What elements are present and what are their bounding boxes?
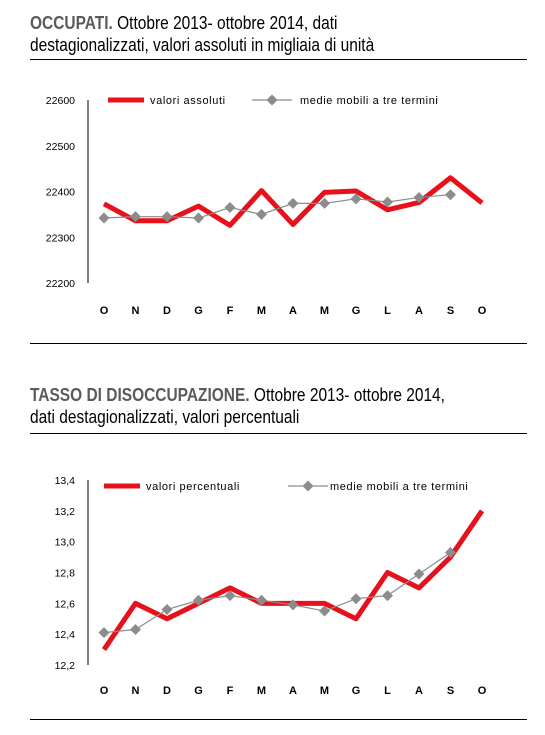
x-tick-label: O: [100, 685, 109, 697]
moving-average-point: [287, 197, 299, 209]
x-tick-label: M: [257, 685, 266, 697]
disoccupazione-line-chart: 13,4 13,2 13,0 12,8 12,6 12,4 12,2 O N D G F M A M G L A S…: [55, 475, 487, 697]
x-tick-label: M: [320, 305, 329, 317]
moving-average-point: [445, 189, 456, 201]
legend-label-moving-average: medie mobili a tre termini: [300, 95, 438, 107]
x-tick-label: M: [320, 685, 329, 697]
x-tick-label: L: [384, 685, 391, 697]
legend-marker-moving-average: [302, 480, 314, 492]
y-tick-label: 12,8: [55, 568, 76, 580]
moving-average-point: [445, 546, 456, 558]
occupati-line-chart: 22600 22500 22400 22300 22200 O N D G F M A M G L A S Ova…: [46, 94, 487, 317]
moving-average-point: [98, 212, 110, 224]
y-tick-label: 12,6: [55, 598, 76, 610]
y-tick-label: 22600: [46, 95, 75, 107]
chart-title-disoccupazione: TASSO DI DISOCCUPAZIONE. Ottobre 2013- o…: [30, 384, 451, 428]
x-tick-label: M: [257, 305, 266, 317]
moving-average-point: [130, 211, 141, 223]
divider-bottom: [30, 719, 527, 720]
y-tick-label: 13,2: [55, 506, 76, 518]
x-tick-label: G: [194, 685, 203, 697]
y-tick-label: 22500: [46, 141, 75, 153]
divider-top: [30, 59, 527, 60]
x-tick-label: S: [447, 305, 454, 317]
moving-average-point: [224, 590, 236, 602]
moving-average-point: [161, 211, 173, 223]
moving-average-point: [224, 202, 236, 214]
x-tick-label: F: [227, 305, 234, 317]
moving-average-point: [256, 208, 267, 220]
x-tick-label: A: [289, 305, 297, 317]
x-tick-label: S: [447, 685, 454, 697]
y-tick-label: 12,4: [55, 629, 76, 641]
moving-average-point: [413, 568, 425, 580]
moving-average-point: [413, 191, 425, 203]
title-lead: TASSO DI DISOCCUPAZIONE.: [30, 385, 250, 405]
y-tick-label: 22400: [46, 187, 75, 199]
moving-average-point: [256, 594, 267, 606]
moving-average-point: [193, 594, 204, 606]
legend-label-primary: valori assoluti: [150, 95, 226, 107]
x-tick-label: A: [415, 305, 423, 317]
y-tick-label: 12,2: [55, 660, 76, 672]
chart-title-occupati: OCCUPATI. Ottobre 2013- ottobre 2014, da…: [30, 12, 451, 56]
moving-average-point: [382, 196, 393, 208]
title-rest: Ottobre 2013- ottobre 2014, dati destagi…: [30, 13, 375, 55]
series-line-moving-average: [103, 551, 451, 634]
moving-average-point: [287, 599, 299, 611]
divider-second: [30, 433, 527, 434]
moving-average-point: [161, 604, 173, 615]
x-tick-label: A: [415, 685, 423, 697]
legend-label-primary: valori percentuali: [146, 481, 240, 493]
moving-average-point: [319, 605, 330, 617]
y-tick-label: 13,4: [55, 475, 76, 487]
moving-average-point: [350, 593, 362, 605]
x-tick-label: G: [194, 305, 203, 317]
series-line-primary: [101, 509, 485, 651]
x-tick-label: O: [100, 305, 109, 317]
x-tick-label: N: [132, 305, 140, 317]
moving-average-point: [350, 193, 362, 205]
legend-label-moving-average: medie mobili a tre termini: [330, 481, 468, 493]
legend-marker-moving-average: [266, 94, 278, 106]
moving-average-point: [193, 212, 204, 224]
x-tick-label: D: [163, 305, 171, 317]
divider-middle: [30, 343, 527, 344]
x-tick-label: L: [384, 305, 391, 317]
x-tick-label: F: [227, 685, 234, 697]
y-tick-label: 22300: [46, 232, 75, 244]
moving-average-point: [130, 624, 141, 636]
y-tick-label: 13,0: [55, 537, 76, 549]
x-tick-label: G: [352, 305, 361, 317]
x-tick-label: D: [163, 685, 171, 697]
moving-average-point: [319, 197, 330, 209]
x-tick-label: G: [352, 685, 361, 697]
x-tick-label: O: [478, 305, 487, 317]
y-tick-label: 22200: [46, 278, 75, 290]
title-rest: Ottobre 2013- ottobre 2014, dati destagi…: [30, 385, 445, 427]
moving-average-point: [382, 590, 393, 602]
x-tick-label: O: [478, 685, 487, 697]
x-tick-label: N: [132, 685, 140, 697]
x-tick-label: A: [289, 685, 297, 697]
title-lead: OCCUPATI.: [30, 13, 113, 33]
moving-average-point: [98, 627, 110, 639]
